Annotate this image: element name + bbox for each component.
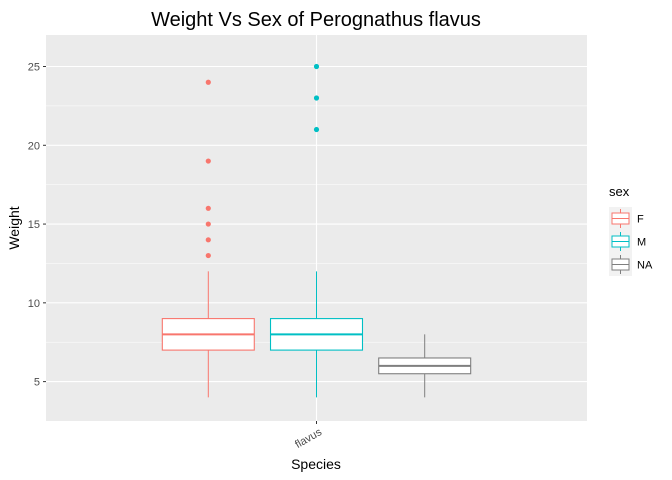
chart-title: Weight Vs Sex of Perognathus flavus xyxy=(151,9,481,31)
outlier-point xyxy=(205,158,211,164)
box-series xyxy=(161,63,472,398)
outlier-point xyxy=(313,95,320,101)
box-NA xyxy=(378,334,472,398)
y-tick-label: 5 xyxy=(34,377,40,389)
legend-item-NA: NA xyxy=(609,253,653,276)
outlier-point xyxy=(205,237,211,243)
y-tick-label: 20 xyxy=(28,140,40,152)
y-tick-label: 10 xyxy=(28,298,40,310)
x-axis: flavus xyxy=(293,421,324,451)
box-M xyxy=(269,63,364,398)
outlier-point xyxy=(205,205,211,211)
x-tick-label: flavus xyxy=(293,426,324,451)
x-axis-title: Species xyxy=(291,456,341,472)
legend: sex FM NA xyxy=(609,184,653,276)
outlier-point xyxy=(205,79,211,85)
legend-label: F xyxy=(637,214,644,226)
box-F xyxy=(161,79,255,398)
y-tick-label: 25 xyxy=(28,62,40,74)
y-tick-label: 15 xyxy=(28,219,40,231)
y-axis-title: Weight xyxy=(6,206,22,249)
y-axis: 5 10 15 20 25 xyxy=(28,62,46,389)
outlier-point xyxy=(205,252,211,259)
outlier-point xyxy=(313,126,320,133)
legend-label: M xyxy=(637,237,646,249)
legend-item-M: M xyxy=(609,230,646,253)
legend-item-F: F xyxy=(609,207,644,230)
legend-label: NA xyxy=(637,260,653,272)
legend-title: sex xyxy=(609,184,630,199)
outlier-point xyxy=(205,221,211,227)
outlier-point xyxy=(313,63,320,70)
